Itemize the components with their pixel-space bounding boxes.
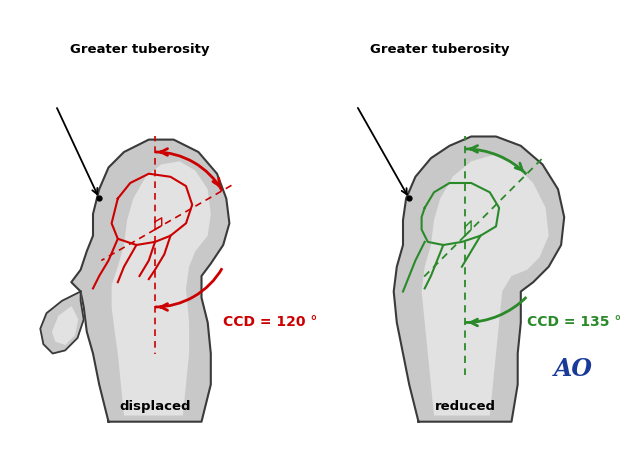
Text: reduced: reduced [435, 400, 495, 413]
Polygon shape [40, 291, 84, 353]
Text: Greater tuberosity: Greater tuberosity [371, 44, 510, 56]
Text: CCD = 135 °: CCD = 135 ° [527, 315, 620, 330]
Text: AO: AO [554, 357, 593, 381]
Polygon shape [422, 155, 549, 415]
Polygon shape [53, 307, 78, 344]
Polygon shape [71, 140, 229, 422]
Text: displaced: displaced [119, 400, 191, 413]
Polygon shape [394, 136, 564, 422]
Polygon shape [112, 161, 211, 415]
Text: CCD = 120 °: CCD = 120 ° [223, 315, 317, 330]
Text: Greater tuberosity: Greater tuberosity [69, 44, 210, 56]
